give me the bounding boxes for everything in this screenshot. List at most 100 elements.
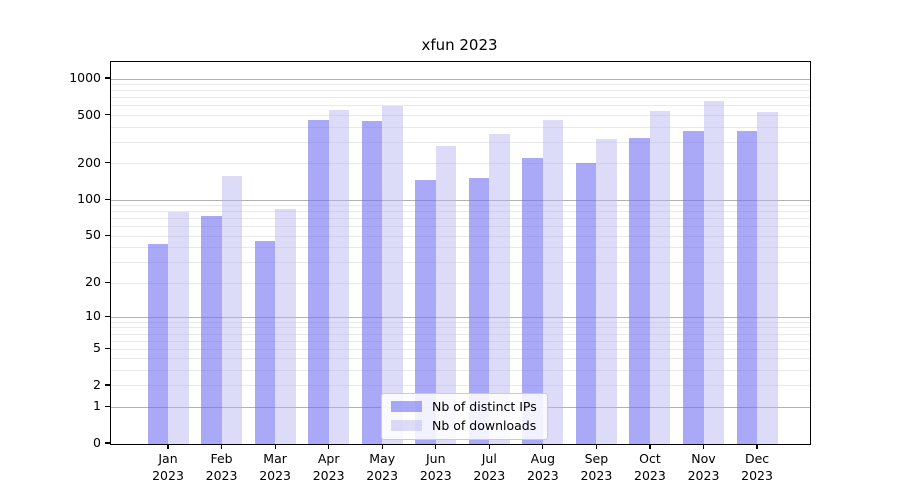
y-tick-mark-1000	[105, 77, 110, 79]
minor-gridline-200	[111, 163, 810, 165]
major-gridline-100	[111, 199, 810, 201]
bar-distinct-ips-aug	[522, 157, 543, 444]
minor-gridline-90	[111, 205, 810, 207]
bar-downloads-jul	[489, 134, 510, 444]
bar-distinct-ips-jan	[147, 244, 168, 444]
minor-gridline-8	[111, 327, 810, 329]
legend-label-downloads: Nb of downloads	[432, 418, 537, 433]
x-tick-mark-dec	[756, 444, 758, 450]
minor-gridline-800	[111, 90, 810, 92]
y-tick-mark-20	[105, 281, 110, 283]
bar-downloads-nov	[703, 100, 724, 444]
minor-gridline-70	[111, 218, 810, 220]
minor-gridline-700	[111, 97, 810, 99]
x-tick-label-may: May 2023	[366, 451, 399, 483]
y-tick-mark-0	[105, 442, 110, 444]
bar-downloads-apr	[328, 109, 350, 444]
minor-gridline-300	[111, 141, 810, 143]
y-tick-mark-200	[105, 162, 110, 164]
bar-distinct-ips-apr	[308, 119, 329, 444]
y-tick-label-100: 100	[77, 191, 101, 207]
minor-gridline-400	[111, 126, 810, 128]
bar-distinct-ips-dec	[736, 131, 758, 444]
x-tick-label-jun: Jun 2023	[419, 451, 452, 483]
legend: Nb of distinct IPs Nb of downloads	[381, 393, 548, 440]
y-tick-mark-1	[105, 405, 110, 407]
bar-downloads-may	[382, 105, 403, 444]
bar-distinct-ips-sep	[575, 162, 597, 444]
chart-title: xfun 2023	[421, 36, 498, 54]
x-tick-mark-sep	[595, 444, 597, 450]
minor-gridline-6	[111, 340, 810, 342]
x-tick-label-mar: Mar 2023	[259, 451, 291, 483]
x-tick-label-sep: Sep 2023	[580, 451, 613, 483]
bar-distinct-ips-jul	[468, 177, 490, 444]
minor-gridline-2	[111, 385, 810, 387]
minor-gridline-7	[111, 333, 810, 335]
legend-item-distinct-ips: Nb of distinct IPs	[391, 399, 537, 414]
legend-item-downloads: Nb of downloads	[391, 418, 537, 433]
x-tick-mark-mar	[274, 444, 276, 450]
bar-downloads-feb	[221, 175, 243, 444]
bar-downloads-oct	[649, 110, 671, 444]
x-tick-label-oct: Oct 2023	[634, 451, 666, 483]
y-tick-mark-5	[105, 347, 110, 349]
y-tick-label-200: 200	[77, 154, 101, 170]
minor-gridline-60	[111, 226, 810, 228]
minor-gridline-9	[111, 321, 810, 323]
minor-gridline-40	[111, 247, 810, 249]
y-tick-mark-50	[105, 234, 110, 236]
y-tick-label-20: 20	[85, 274, 101, 290]
y-tick-label-5: 5	[93, 340, 101, 356]
major-gridline-1000	[111, 78, 810, 80]
bar-downloads-jan	[168, 212, 189, 444]
y-tick-label-0: 0	[93, 435, 101, 450]
minor-gridline-3	[111, 370, 810, 372]
minor-gridline-50	[111, 235, 810, 237]
bar-downloads-dec	[757, 111, 778, 444]
x-tick-mark-feb	[220, 444, 223, 450]
y-tick-mark-500	[105, 113, 110, 116]
y-tick-label-2: 2	[93, 376, 101, 392]
y-tick-mark-100	[105, 198, 110, 200]
x-tick-mark-jan	[167, 444, 169, 450]
y-tick-mark-10	[105, 315, 110, 317]
bar-distinct-ips-jun	[415, 179, 436, 444]
bar-downloads-aug	[542, 119, 564, 444]
minor-gridline-500	[111, 115, 810, 117]
y-tick-label-1: 1	[93, 398, 101, 414]
bar-downloads-sep	[596, 139, 617, 444]
x-tick-label-apr: Apr 2023	[312, 451, 345, 483]
bar-distinct-ips-mar	[254, 240, 276, 444]
bar-distinct-ips-nov	[683, 131, 704, 444]
y-tick-label-10: 10	[85, 308, 101, 324]
y-tick-label-500: 500	[77, 106, 101, 122]
y-tick-label-1000: 1000	[69, 70, 101, 85]
x-tick-mark-may	[381, 444, 383, 450]
x-tick-label-jul: Jul 2023	[473, 451, 506, 483]
y-tick-mark-2	[105, 384, 110, 386]
y-tick-label-50: 50	[85, 227, 101, 243]
minor-gridline-80	[111, 211, 810, 213]
minor-gridline-4	[111, 358, 810, 360]
x-tick-label-aug: Aug 2023	[526, 451, 559, 483]
legend-swatch-downloads	[391, 420, 422, 431]
x-tick-mark-apr	[328, 444, 330, 450]
minor-gridline-30	[111, 262, 810, 264]
legend-swatch-distinct-ips	[391, 401, 422, 412]
bar-downloads-jun	[435, 146, 457, 444]
x-tick-label-feb: Feb 2023	[205, 451, 238, 483]
x-tick-mark-aug	[542, 444, 544, 450]
minor-gridline-600	[111, 105, 810, 107]
bar-distinct-ips-feb	[201, 215, 222, 444]
legend-label-distinct-ips: Nb of distinct IPs	[432, 399, 537, 414]
plot-area: Nb of distinct IPs Nb of downloads	[110, 61, 811, 445]
minor-gridline-20	[111, 282, 810, 284]
x-tick-mark-jun	[435, 444, 437, 450]
x-tick-mark-nov	[702, 444, 705, 450]
major-gridline-10	[111, 316, 810, 318]
x-tick-mark-oct	[649, 444, 651, 450]
bar-downloads-mar	[275, 209, 296, 444]
minor-gridline-900	[111, 84, 810, 86]
